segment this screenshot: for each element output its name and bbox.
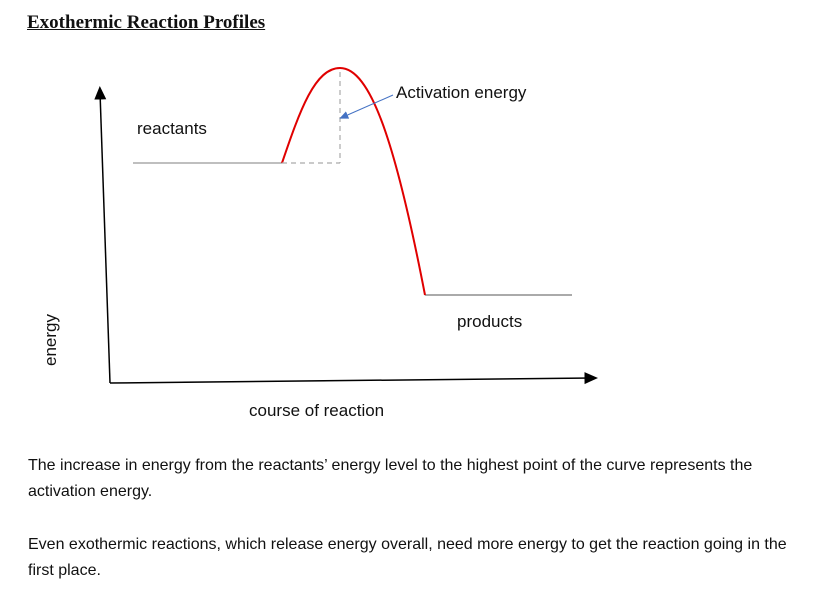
y-axis: [94, 86, 111, 384]
x-axis-label: course of reaction: [249, 401, 384, 420]
x-axis: [109, 372, 598, 385]
page-title: Exothermic Reaction Profiles: [27, 12, 266, 33]
energy-diagram: reactants Activation energy products cou…: [41, 66, 598, 420]
reaction-curve: [281, 66, 426, 296]
paragraph: The increase in energy from the reactant…: [28, 457, 753, 500]
activation-arrow: [339, 94, 394, 119]
products-label: products: [457, 312, 522, 331]
reactants-label: reactants: [137, 119, 207, 138]
paragraph: Even exothermic reactions, which release…: [28, 536, 787, 579]
y-axis-label: energy: [41, 314, 60, 366]
activation-label: Activation energy: [396, 83, 527, 102]
